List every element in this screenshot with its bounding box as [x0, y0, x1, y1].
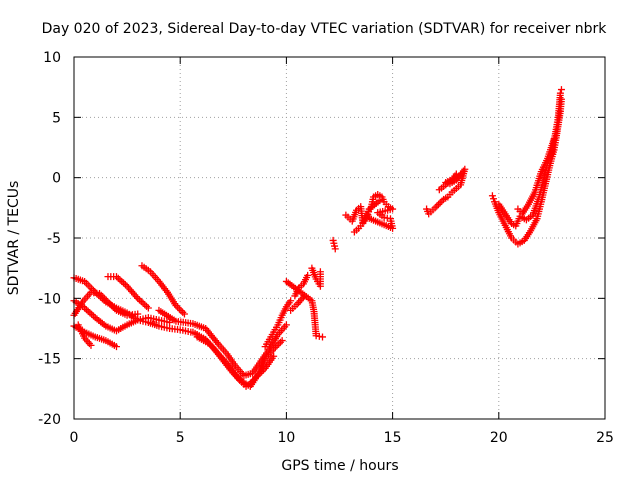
data-point-marker: [175, 305, 183, 313]
x-tick-label: 20: [490, 430, 508, 446]
y-tick-label: 0: [52, 171, 61, 187]
data-point-marker: [316, 268, 324, 276]
data-point-marker: [118, 277, 126, 285]
y-tick-label: 10: [43, 50, 61, 66]
data-point-marker: [141, 301, 149, 309]
data-point-marker: [116, 276, 124, 284]
data-point-marker: [436, 199, 444, 207]
data-point-marker: [319, 333, 327, 341]
data-point-marker: [139, 299, 147, 307]
data-point-marker: [452, 170, 460, 178]
data-point-marker: [270, 352, 278, 360]
data-point-marker: [166, 318, 174, 326]
data-point-marker: [363, 212, 371, 220]
data-point-marker: [120, 279, 128, 287]
data-point-marker: [87, 341, 95, 349]
data-point-marker: [489, 195, 497, 203]
data-point-marker: [143, 302, 151, 310]
chart-title: Day 020 of 2023, Sidereal Day-to-day VTE…: [42, 21, 608, 37]
data-point-marker: [144, 304, 152, 312]
data-point-marker: [86, 309, 94, 317]
data-point-marker: [84, 307, 92, 315]
data-point-marker: [114, 274, 122, 282]
data-point-marker: [275, 340, 283, 348]
data-point-marker: [304, 271, 312, 279]
data-point-marker: [137, 298, 145, 306]
x-axis-label: GPS time / hours: [281, 458, 398, 474]
y-tick-label: -10: [38, 291, 61, 307]
data-point-marker: [177, 307, 185, 315]
data-point-marker: [180, 310, 188, 318]
data-point-marker: [488, 192, 496, 200]
data-point-marker: [112, 343, 120, 351]
y-tick-label: -15: [38, 352, 61, 368]
y-axis-label: SDTVAR / TECUs: [6, 181, 22, 296]
data-point-marker: [121, 281, 129, 289]
data-point-marker: [556, 89, 564, 97]
data-point-marker: [88, 310, 96, 318]
data-point-marker: [434, 200, 442, 208]
data-point-marker: [457, 171, 465, 179]
x-tick-label: 25: [596, 430, 614, 446]
data-point-marker: [550, 135, 558, 143]
data-point-marker: [282, 321, 290, 329]
data-point-marker: [135, 296, 143, 304]
y-tick-label: 5: [52, 110, 61, 126]
data-point-marker: [287, 297, 295, 305]
x-tick-label: 5: [176, 430, 185, 446]
x-tick-label: 0: [70, 430, 79, 446]
x-tick-label: 10: [277, 430, 295, 446]
data-point-marker: [557, 86, 565, 94]
y-tick-label: -5: [47, 231, 61, 247]
data-point-marker: [433, 202, 441, 210]
grid-layer: [74, 57, 605, 419]
data-point-marker: [134, 310, 142, 318]
data-point-marker: [276, 338, 284, 346]
axis-ticks: 0 5 10 15 20 25 -20 -15 -10 -5 0 5 10: [38, 50, 614, 446]
x-tick-label: 15: [384, 430, 402, 446]
data-point-marker: [278, 337, 286, 345]
data-points: [70, 86, 565, 390]
data-point-marker: [376, 197, 384, 205]
data-point-marker: [331, 245, 339, 253]
y-tick-label: -20: [38, 412, 61, 428]
